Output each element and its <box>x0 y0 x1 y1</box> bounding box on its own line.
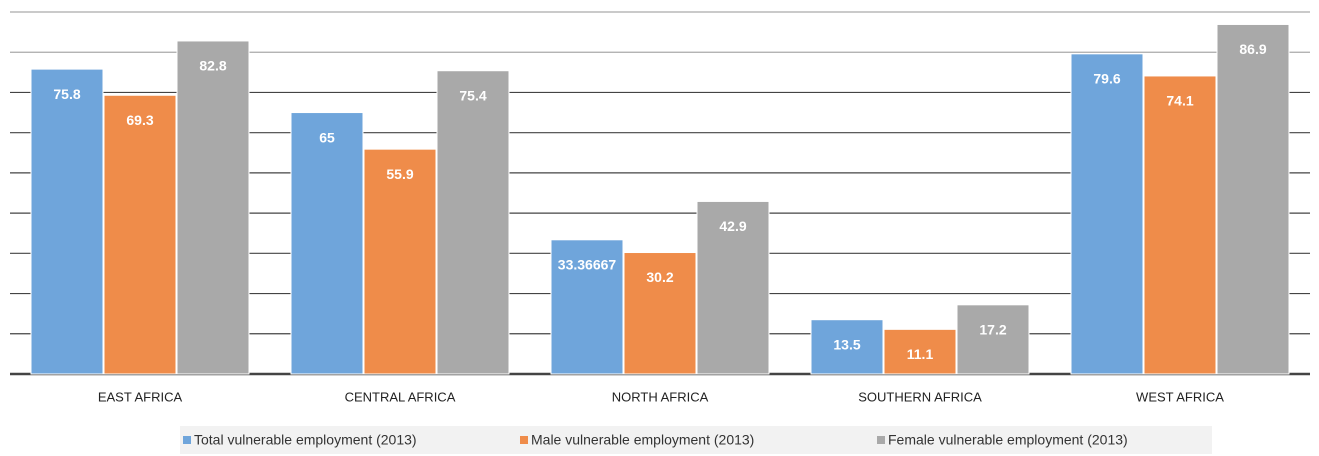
data-label: 79.6 <box>1093 71 1120 87</box>
data-label: 74.1 <box>1166 93 1193 109</box>
legend-label: Female vulnerable employment (2013) <box>888 432 1128 448</box>
data-label: 30.2 <box>646 269 673 285</box>
data-label: 13.5 <box>833 336 860 352</box>
data-label: 86.9 <box>1239 41 1266 57</box>
bar <box>1216 23 1290 375</box>
data-label: 33.36667 <box>558 256 617 272</box>
bar <box>1143 75 1217 375</box>
legend-box <box>180 426 1212 454</box>
x-tick-label: SOUTHERN AFRICA <box>858 389 982 404</box>
data-label: 75.4 <box>459 87 486 103</box>
x-tick-label: NORTH AFRICA <box>612 389 709 404</box>
legend-label: Male vulnerable employment (2013) <box>531 432 754 448</box>
legend-swatch <box>520 436 528 444</box>
bar <box>810 319 884 375</box>
bar <box>436 70 510 375</box>
data-label: 82.8 <box>199 58 226 74</box>
legend-label: Total vulnerable employment (2013) <box>194 432 417 448</box>
x-tick-label: EAST AFRICA <box>98 389 183 404</box>
data-label: 42.9 <box>719 218 746 234</box>
legend-swatch <box>877 436 885 444</box>
bar <box>956 304 1030 375</box>
x-tick-label: WEST AFRICA <box>1136 389 1224 404</box>
bar <box>883 328 957 375</box>
bar <box>550 239 624 375</box>
bar <box>103 94 177 375</box>
data-label: 65 <box>319 129 335 145</box>
bar <box>176 40 250 375</box>
x-tick-label: CENTRAL AFRICA <box>345 389 456 404</box>
data-label: 11.1 <box>907 346 934 362</box>
data-label: 17.2 <box>979 322 1006 338</box>
bar <box>1070 53 1144 375</box>
bar <box>696 200 770 375</box>
legend-swatch <box>183 436 191 444</box>
data-label: 69.3 <box>126 112 153 128</box>
bar <box>30 68 104 375</box>
bar <box>623 252 697 375</box>
bar <box>290 112 364 375</box>
data-label: 75.8 <box>53 86 80 102</box>
data-label: 55.9 <box>386 166 413 182</box>
bar <box>363 148 437 375</box>
